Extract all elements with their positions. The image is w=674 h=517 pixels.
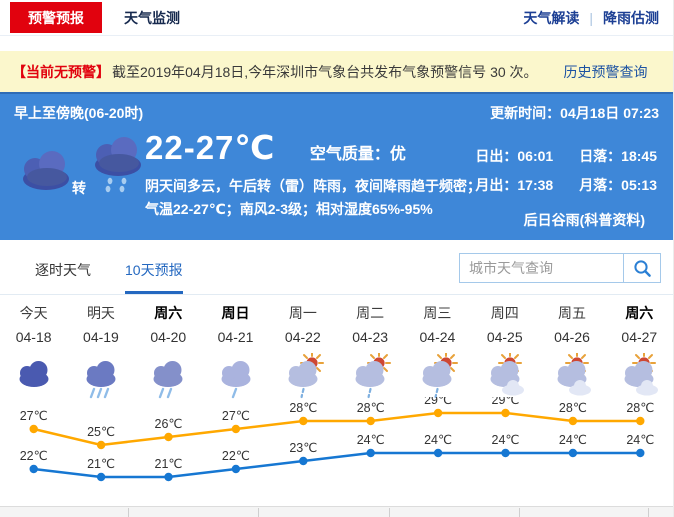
day-date: 04-25	[486, 329, 523, 345]
day-name: 周六	[625, 305, 654, 321]
svg-text:22℃: 22℃	[20, 449, 48, 463]
day-name: 周六	[154, 305, 183, 321]
svg-text:22℃: 22℃	[222, 449, 250, 463]
top-nav: 预警预报 天气监测 天气解读 | 降雨估测	[0, 0, 673, 36]
warning-notice-bar: 【当前无预警】 截至2019年04月18日,今年深圳市气象台共发布气象预警信号 …	[0, 51, 673, 92]
search-button[interactable]	[623, 254, 660, 282]
no-warning-badge: 【当前无预警】	[12, 63, 110, 80]
svg-text:29℃: 29℃	[492, 397, 520, 407]
day-name: 周四	[490, 305, 519, 321]
svg-text:29℃: 29℃	[424, 397, 452, 407]
rain-estimate-link[interactable]: 降雨估测	[603, 9, 659, 26]
day-date: 04-21	[217, 329, 254, 345]
forecast-day-column: 周一 04-22	[269, 303, 336, 399]
notice-text: 截至2019年04月18日,今年深圳市气象台共发布气象预警信号 30 次。	[112, 63, 538, 80]
sun-moon-times: 日出：06:01 日落：18:45 月出：17:38 月落：05:13	[475, 146, 657, 195]
rain-moderate-icon	[135, 353, 202, 399]
day-date: 04-27	[621, 329, 658, 345]
air-quality-label: 空气质量：优	[309, 146, 406, 163]
svg-text:28℃: 28℃	[559, 401, 587, 415]
rain-cloud-icon	[95, 137, 141, 193]
rain-heavy-icon	[67, 353, 134, 399]
forecast-day-column: 周日 04-21	[202, 303, 269, 399]
day-date: 04-19	[83, 329, 119, 345]
svg-text:24℃: 24℃	[559, 433, 587, 447]
nav-links: 天气解读 | 降雨估测	[523, 8, 659, 28]
day-name: 周一	[288, 305, 317, 321]
moonset-time: 月落：05:13	[579, 177, 657, 193]
search-icon	[633, 259, 651, 277]
history-warning-link[interactable]: 历史预警查询	[563, 63, 648, 80]
forecast-day-column: 今天 04-18	[0, 303, 67, 397]
spacer	[0, 36, 673, 51]
sun-drizzle-icon	[269, 353, 336, 399]
day-name: 今天	[19, 305, 48, 321]
day-name: 周二	[356, 305, 385, 321]
day-date: 04-24	[419, 329, 456, 345]
weather-description: 阴天间多云，午后转（雷）阵雨，夜间降雨趋于频密；气温22-27℃；南风2-3级；…	[145, 178, 481, 217]
overcast-icon	[0, 353, 67, 399]
rain-light-icon	[202, 353, 269, 399]
day-name: 明天	[86, 305, 115, 321]
forecast-day-column: 周二 04-23	[336, 303, 403, 399]
ten-day-forecast-row: 今天 04-18 明天 04-19 周六 04-20 周日 04-21 周一 04-22 周二 04…	[0, 295, 673, 399]
forecast-day-column: 明天 04-19	[67, 303, 134, 399]
svg-text:27℃: 27℃	[20, 409, 48, 423]
svg-text:24℃: 24℃	[626, 433, 654, 447]
day-name: 周五	[558, 305, 587, 321]
forecast-day-column: 周三 04-24	[404, 303, 471, 399]
sun-drizzle-icon	[336, 353, 403, 399]
svg-text:26℃: 26℃	[155, 417, 183, 431]
overcast-cloud-icon	[23, 151, 69, 190]
forecast-day-column: 周四 04-25	[471, 303, 538, 397]
tab-ten-day-forecast[interactable]: 10天预报	[125, 260, 183, 294]
svg-text:24℃: 24℃	[492, 433, 520, 447]
nav-separator: |	[589, 9, 593, 26]
svg-text:21℃: 21℃	[155, 457, 183, 471]
city-search-box	[459, 253, 661, 283]
city-search-input[interactable]	[460, 254, 623, 282]
temperature-chart: 27℃ 25℃ 26℃ 27℃ 28℃ 28℃ 29℃ 29℃ 28℃ 28℃ 22℃ 21℃ 21℃ 2…	[20, 397, 654, 482]
update-time-label: 更新时间：04月18日 07:23	[490, 105, 659, 121]
bottom-partial-row	[0, 506, 673, 517]
sun-clouds-icon	[471, 353, 538, 399]
moonrise-time: 月出：17:38	[475, 177, 554, 193]
tab-weather-monitoring[interactable]: 天气监测	[124, 9, 180, 26]
transition-label: 转	[72, 180, 86, 196]
svg-text:25℃: 25℃	[87, 425, 115, 439]
day-date: 04-20	[150, 329, 187, 345]
svg-text:28℃: 28℃	[626, 401, 654, 415]
day-date: 04-18	[15, 329, 52, 345]
sunrise-time: 日出：06:01	[475, 148, 554, 164]
temperature-chart-wrap: 27℃ 25℃ 26℃ 27℃ 28℃ 28℃ 29℃ 29℃ 28℃ 28℃ 22℃ 21℃ 21℃ 2…	[0, 397, 673, 504]
sun-drizzle-icon	[404, 353, 471, 399]
svg-text:24℃: 24℃	[424, 433, 452, 447]
day-date: 04-22	[284, 329, 321, 345]
forecast-period-label: 早上至傍晚(06-20时)	[14, 105, 144, 121]
sun-clouds-icon	[538, 353, 605, 399]
sun-clouds-icon	[606, 353, 673, 399]
svg-text:21℃: 21℃	[87, 457, 115, 471]
tab-hourly-weather[interactable]: 逐时天气	[35, 262, 91, 278]
svg-text:27℃: 27℃	[222, 409, 250, 423]
sunset-time: 日落：18:45	[579, 148, 657, 164]
temperature-range: 22-27℃	[145, 129, 276, 166]
forecast-toolbar: 逐时天气 10天预报	[0, 240, 673, 295]
day-date: 04-23	[352, 329, 389, 345]
day-date: 04-26	[554, 329, 590, 345]
forecast-day-column: 周六 04-20	[135, 303, 202, 399]
forecast-day-column: 周五 04-26	[538, 303, 605, 397]
weather-interpretation-link[interactable]: 天气解读	[523, 9, 580, 26]
svg-text:23℃: 23℃	[289, 441, 317, 455]
tab-warning-forecast[interactable]: 预警预报	[10, 2, 102, 33]
svg-text:24℃: 24℃	[357, 433, 385, 447]
svg-text:28℃: 28℃	[357, 401, 385, 415]
svg-text:28℃: 28℃	[289, 401, 317, 415]
day-name: 周三	[423, 305, 452, 321]
current-weather-panel: 早上至傍晚(06-20时) 更新时间：04月18日 07:23 转	[0, 92, 673, 240]
day-name: 周日	[221, 305, 250, 321]
forecast-day-column: 周六 04-27	[606, 303, 673, 397]
solar-term-note[interactable]: 后日谷雨(科普资料)	[523, 212, 645, 228]
